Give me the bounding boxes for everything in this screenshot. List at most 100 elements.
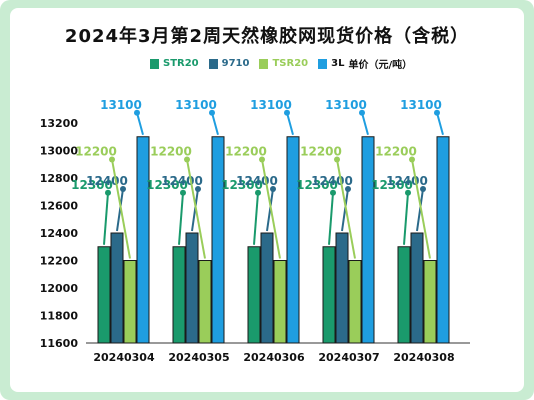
y-tick-label: 13200	[40, 117, 79, 130]
data-label-str20-20240306: 12300	[221, 178, 263, 192]
legend-item-9710: 9710	[208, 56, 250, 71]
bar-tsr20-20240307	[348, 260, 362, 344]
leader-line-tsr20-20240305	[186, 159, 206, 259]
leader-line-str20-20240305	[178, 192, 184, 245]
legend-label-str20: STR20	[163, 58, 199, 69]
x-tick-label: 20240305	[168, 351, 229, 364]
data-label-3l-20240307: 13100	[325, 98, 367, 112]
leader-line-9710-20240306	[266, 188, 274, 232]
leader-dot-3l-20240307	[359, 109, 365, 116]
bar-str20-20240306	[247, 246, 261, 344]
bar-str20-20240305	[172, 246, 186, 344]
leader-line-tsr20-20240306	[261, 159, 281, 259]
data-label-9710-20240305: 12400	[161, 174, 203, 188]
data-label-3l-20240306: 13100	[250, 98, 292, 112]
bar-3l-20240307	[361, 136, 375, 344]
data-label-9710-20240308: 12400	[386, 174, 428, 188]
y-tick-label: 11800	[40, 310, 79, 323]
data-label-tsr20-20240305: 12200	[150, 145, 192, 159]
bar-9710-20240306	[260, 232, 274, 344]
leader-line-9710-20240307	[341, 188, 349, 232]
leader-dot-str20-20240307	[330, 189, 336, 196]
leader-line-str20-20240306	[253, 192, 259, 245]
bar-3l-20240308	[436, 136, 450, 344]
bar-9710-20240304	[110, 232, 124, 344]
data-label-tsr20-20240307: 12200	[300, 145, 342, 159]
leader-dot-3l-20240306	[284, 109, 290, 116]
leader-dot-tsr20-20240307	[334, 156, 340, 163]
leader-line-tsr20-20240307	[336, 159, 356, 259]
bar-str20-20240307	[322, 246, 336, 344]
x-tick-label: 20240306	[243, 351, 305, 364]
data-label-str20-20240308: 12300	[371, 178, 413, 192]
legend-item-3l: 3L 单价（元/吨）	[318, 56, 412, 71]
leader-dot-tsr20-20240304	[109, 156, 115, 163]
leader-dot-str20-20240308	[405, 189, 411, 196]
y-tick-label: 12800	[40, 172, 79, 185]
bar-tsr20-20240306	[273, 260, 287, 344]
leader-line-3l-20240308	[436, 112, 444, 136]
y-tick-label: 12600	[40, 200, 79, 213]
y-tick-label: 12200	[40, 255, 79, 268]
leader-dot-9710-20240306	[270, 186, 276, 192]
x-tick-label: 20240304	[93, 351, 155, 364]
data-label-str20-20240307: 12300	[296, 178, 338, 192]
bar-str20-20240304	[97, 246, 111, 344]
leader-dot-tsr20-20240308	[409, 156, 415, 163]
leader-line-3l-20240305	[211, 112, 219, 136]
legend-label-9710: 9710	[221, 58, 250, 69]
leader-line-tsr20-20240304	[111, 159, 131, 259]
data-label-str20-20240304: 12300	[71, 178, 113, 192]
data-label-tsr20-20240308: 12200	[375, 145, 417, 159]
legend-swatch-str20	[150, 58, 159, 69]
x-tick-label: 20240308	[393, 351, 454, 364]
legend-unit-label: 单价（元/吨）	[348, 60, 413, 71]
bar-tsr20-20240305	[198, 260, 212, 344]
y-tick-label: 12000	[40, 282, 79, 295]
bar-9710-20240307	[335, 232, 349, 344]
legend-item-str20: STR20	[150, 56, 199, 71]
leader-line-9710-20240304	[116, 188, 124, 232]
data-label-str20-20240305: 12300	[146, 178, 188, 192]
x-tick-label: 20240307	[318, 351, 379, 364]
bar-str20-20240308	[397, 246, 411, 344]
leader-dot-9710-20240308	[420, 186, 426, 192]
leader-line-3l-20240304	[136, 112, 144, 136]
leader-dot-9710-20240307	[345, 186, 351, 192]
bar-tsr20-20240308	[423, 260, 437, 344]
data-label-9710-20240307: 12400	[311, 174, 353, 188]
leader-dot-str20-20240305	[180, 189, 186, 196]
leader-line-str20-20240308	[403, 192, 409, 245]
data-label-3l-20240304: 13100	[100, 98, 142, 112]
y-tick-label: 12400	[40, 227, 79, 240]
leader-line-3l-20240306	[286, 112, 294, 136]
leader-dot-3l-20240305	[209, 109, 215, 116]
legend: STR20 9710 TSR20 3L 单价（元/吨）	[150, 56, 412, 71]
y-tick-label: 13000	[40, 145, 79, 158]
legend-swatch-3l	[318, 58, 328, 69]
bar-3l-20240306	[286, 136, 300, 344]
bar-tsr20-20240304	[123, 260, 137, 344]
leader-dot-tsr20-20240306	[259, 156, 265, 163]
leader-dot-3l-20240308	[434, 109, 440, 116]
bar-9710-20240308	[410, 232, 424, 344]
legend-swatch-9710	[208, 58, 218, 69]
bar-3l-20240304	[136, 136, 150, 344]
data-label-9710-20240306: 12400	[236, 174, 278, 188]
leader-dot-9710-20240305	[195, 186, 201, 192]
data-label-3l-20240308: 13100	[400, 98, 442, 112]
leader-line-tsr20-20240308	[411, 159, 431, 259]
chart-title: 2024年3月第2周天然橡胶网现货价格（含税）	[64, 26, 470, 47]
data-label-9710-20240304: 12400	[86, 174, 128, 188]
y-tick-label: 11600	[40, 337, 79, 350]
leader-line-str20-20240307	[328, 192, 334, 245]
leader-line-str20-20240304	[103, 192, 109, 245]
data-label-tsr20-20240304: 12200	[75, 145, 117, 159]
bar-9710-20240305	[185, 232, 199, 344]
data-label-tsr20-20240306: 12200	[225, 145, 267, 159]
leader-dot-str20-20240304	[105, 189, 111, 196]
bar-3l-20240305	[211, 136, 225, 344]
leader-dot-9710-20240304	[120, 186, 126, 192]
leader-line-9710-20240305	[191, 188, 199, 232]
